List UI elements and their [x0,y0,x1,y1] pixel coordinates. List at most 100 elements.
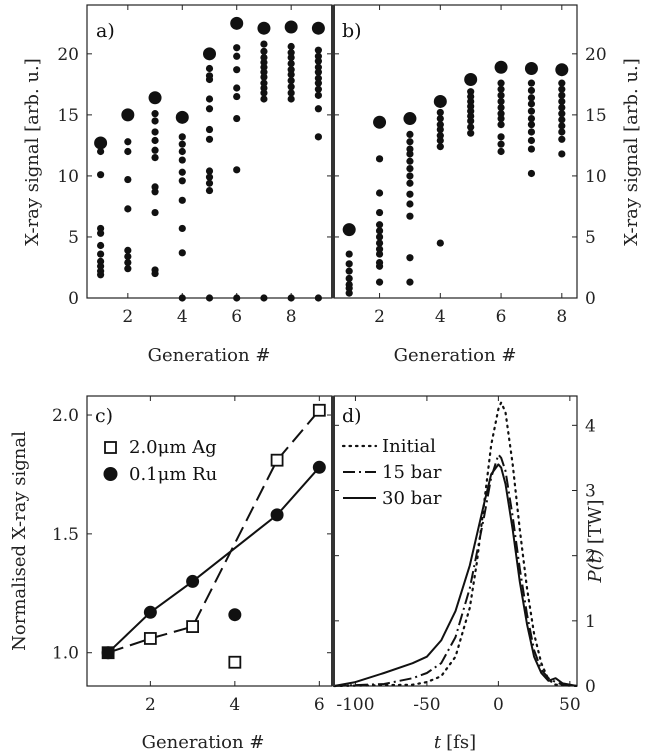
legend-square-marker [104,441,117,454]
y-tick-label: 10 [585,167,607,187]
scatter-point [406,130,414,139]
y-tick-label: 2 [585,547,596,567]
point-ru [312,460,326,474]
scatter-point-max [175,110,189,124]
scatter-point [375,250,384,258]
x-tick-label: 4 [435,307,446,327]
point-ru [101,646,115,660]
scatter-point [151,146,159,154]
point-ag [186,620,200,633]
scatter-point [406,172,414,180]
scatter-point [178,249,186,257]
scatter-point [124,175,132,184]
y-tick-label: 0 [585,677,596,697]
series-line-ag [107,409,321,654]
scatter-point [527,107,536,115]
scatter-point [497,85,505,93]
scatter-point [406,254,414,262]
scatter-point [205,186,214,195]
scatter-point-max [148,91,162,105]
scatter-point [314,105,322,113]
scatter-point [345,274,353,283]
scatter-point [558,97,566,106]
scatter-point [375,233,384,241]
x-tick-label: 50 [559,695,581,715]
scatter-point [527,145,536,153]
scatter-point [558,110,566,118]
y-tick-label: 15 [585,106,607,126]
scatter-point [233,52,241,60]
scatter-point [467,129,475,137]
y-tick-label: 15 [57,106,79,126]
panel-a-yticks: 0 5 10 15 20 [57,45,332,309]
series-line-initial [332,401,579,688]
scatter-point [97,271,105,279]
scatter-point [124,246,132,254]
panel-c-points [101,403,326,669]
scatter-point [558,116,566,124]
scatter-point [467,117,475,125]
scatter-point [375,208,384,217]
y-tick-label: 2.0 [52,406,79,426]
scatter-point [287,77,295,85]
scatter-point-max [342,223,356,237]
point-ag [228,655,242,669]
x-tick-label: 6 [231,307,242,327]
scatter-point [260,40,268,48]
y-tick-label: 1 [585,612,596,632]
scatter-point [527,114,536,123]
scatter-point [406,190,414,198]
y-tick-label: 5 [68,228,79,248]
scatter-point [558,79,566,87]
panel-d-ylabel-unit: [TW] [585,500,606,545]
scatter-point [527,169,536,178]
scatter-point [178,168,186,176]
scatter-point-max [464,72,478,86]
scatter-point [467,123,475,131]
scatter-point-max [284,20,298,34]
scatter-point [260,95,268,103]
legend-circle-marker [103,467,118,481]
scatter-point [558,150,566,158]
panel-d-ylabel: P(t) [TW] [585,500,606,584]
scatter-point [178,196,186,204]
scatter-point [178,147,186,156]
y-tick-label: 1.0 [52,644,79,664]
scatter-point [314,91,322,99]
scatter-point [345,250,353,258]
scatter-point [497,97,505,106]
scatter-point [314,79,322,87]
scatter-point [205,179,214,187]
scatter-point [178,133,186,141]
scatter-point [205,95,214,103]
scatter-point [233,44,241,52]
panel-c-xlabel: Generation # [142,732,265,753]
scatter-point [558,135,566,143]
scatter-point [406,150,414,158]
scatter-point [497,114,505,123]
panel-a-xlabel: Generation # [148,345,271,366]
scatter-point [287,83,295,91]
scatter-point [497,79,505,87]
x-tick-label: 4 [177,307,188,327]
y-tick-label: 3 [585,481,596,501]
panel-d-xticks: -100 -50 0 50 [336,396,581,715]
scatter-point [527,86,536,95]
scatter-point [314,68,322,76]
legend-initial-label: Initial [382,436,436,457]
panel-b-ylabel: X-ray signal [arb. u.] [621,58,642,245]
scatter-point [233,92,241,101]
panel-d-legend: Initial 15 bar 30 bar [341,436,442,509]
scatter-point [406,200,414,208]
scatter-point [436,239,444,247]
scatter-point [406,212,414,220]
panel-b-yticks: 0 5 10 15 20 [334,45,607,309]
scatter-point [178,294,186,302]
scatter-point [436,114,444,123]
scatter-point [558,103,566,112]
point-ag [312,403,326,417]
scatter-point [497,140,505,148]
scatter-point [178,177,186,185]
